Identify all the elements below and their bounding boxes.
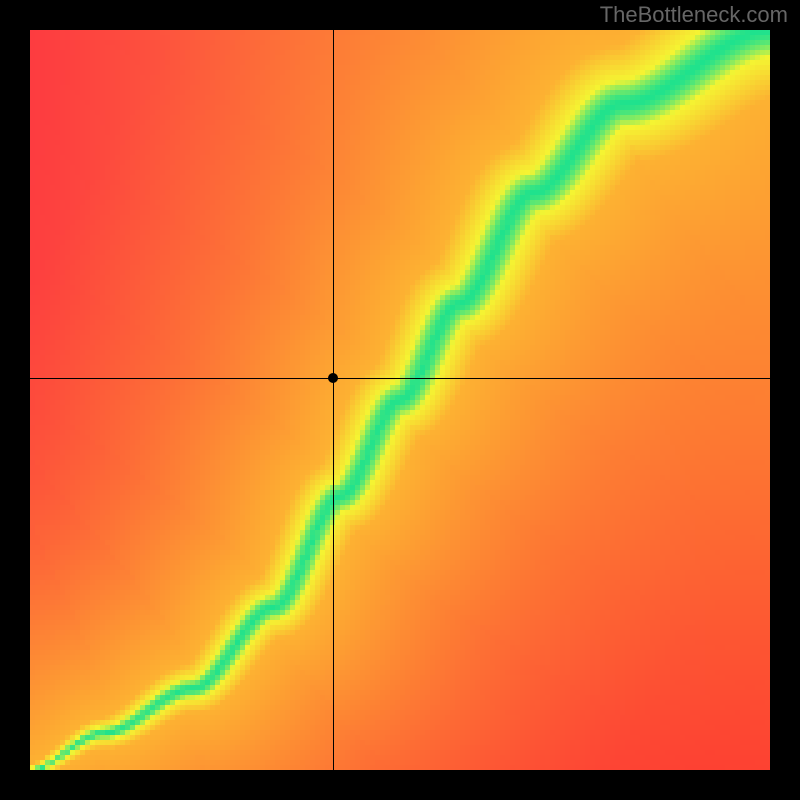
heatmap-plot: [30, 30, 770, 770]
crosshair-vertical: [333, 30, 334, 770]
watermark-text: TheBottleneck.com: [600, 2, 788, 28]
heatmap-canvas: [30, 30, 770, 770]
page-root: TheBottleneck.com: [0, 0, 800, 800]
crosshair-horizontal: [30, 378, 770, 379]
crosshair-marker: [328, 373, 338, 383]
